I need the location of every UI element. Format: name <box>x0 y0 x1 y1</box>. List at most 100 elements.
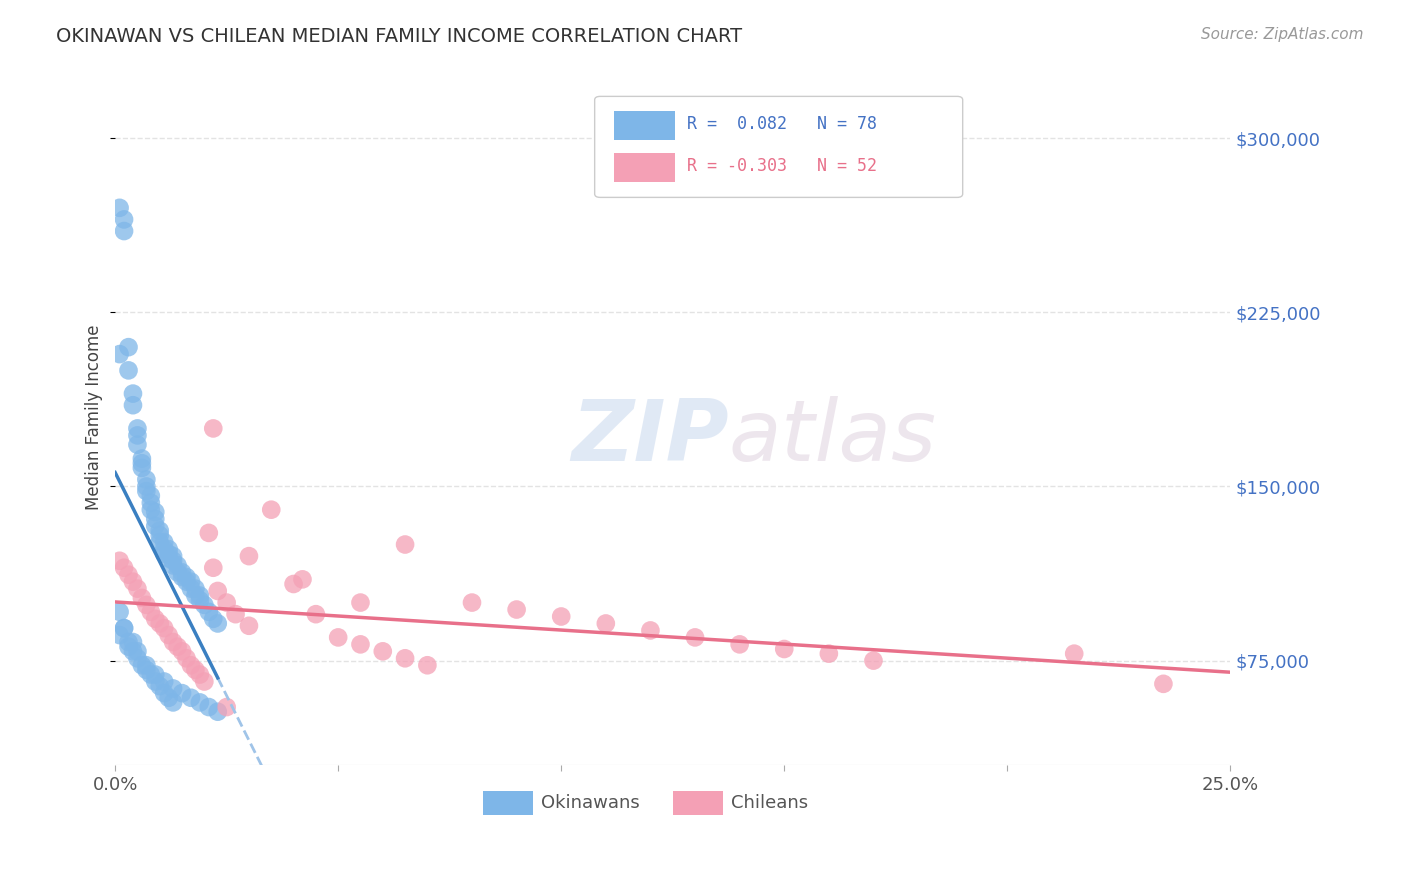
Point <box>595 616 617 631</box>
Point <box>180 574 202 589</box>
Point <box>207 584 229 599</box>
Point <box>162 554 184 568</box>
Point <box>157 547 180 561</box>
Text: R = -0.303   N = 52: R = -0.303 N = 52 <box>688 157 877 175</box>
Point <box>149 524 172 538</box>
Text: OKINAWAN VS CHILEAN MEDIAN FAMILY INCOME CORRELATION CHART: OKINAWAN VS CHILEAN MEDIAN FAMILY INCOME… <box>56 27 742 45</box>
Point <box>149 535 172 549</box>
Point <box>153 535 176 549</box>
Point <box>176 651 198 665</box>
Point <box>225 607 247 622</box>
Point <box>193 674 215 689</box>
Point <box>135 479 157 493</box>
Point <box>127 582 149 596</box>
Point <box>108 554 131 568</box>
FancyBboxPatch shape <box>595 96 963 197</box>
Point <box>862 654 884 668</box>
Point <box>143 512 166 526</box>
Point <box>166 566 188 580</box>
Point <box>180 658 202 673</box>
Point <box>773 642 796 657</box>
Point <box>198 525 221 540</box>
Point <box>198 700 221 714</box>
Point <box>131 451 153 466</box>
Point <box>108 201 131 215</box>
Point <box>127 644 149 658</box>
Point <box>349 637 371 651</box>
Point <box>127 438 149 452</box>
Point <box>207 616 229 631</box>
Point <box>112 212 135 227</box>
Point <box>117 635 139 649</box>
Point <box>640 624 662 638</box>
Point <box>728 637 751 651</box>
Point <box>139 502 162 516</box>
Point <box>153 547 176 561</box>
Point <box>291 572 314 586</box>
Point <box>127 421 149 435</box>
Point <box>122 386 145 401</box>
Point <box>184 663 207 677</box>
Point <box>135 598 157 612</box>
Point <box>166 558 188 573</box>
Point <box>394 537 416 551</box>
Point <box>683 631 706 645</box>
Point <box>371 644 394 658</box>
Point <box>818 647 841 661</box>
Point <box>162 635 184 649</box>
Point <box>127 428 149 442</box>
Point <box>162 695 184 709</box>
Text: Chileans: Chileans <box>731 795 808 813</box>
Point <box>135 484 157 499</box>
Y-axis label: Median Family Income: Median Family Income <box>86 324 103 509</box>
Point <box>131 456 153 470</box>
Point <box>143 667 166 681</box>
Point <box>505 602 527 616</box>
Point <box>139 667 162 681</box>
Point <box>122 635 145 649</box>
Point <box>149 679 172 693</box>
Point <box>162 558 184 573</box>
Point <box>117 363 139 377</box>
Point <box>193 598 215 612</box>
Point <box>112 224 135 238</box>
Point <box>112 621 135 635</box>
Point <box>202 560 225 574</box>
Point <box>207 705 229 719</box>
Point <box>461 596 484 610</box>
Point <box>349 596 371 610</box>
Point <box>202 612 225 626</box>
Point <box>149 528 172 542</box>
Point <box>143 519 166 533</box>
Point <box>170 644 193 658</box>
Point <box>108 347 131 361</box>
Point <box>117 640 139 654</box>
FancyBboxPatch shape <box>613 111 675 140</box>
Text: Okinawans: Okinawans <box>541 795 640 813</box>
Point <box>394 651 416 665</box>
Text: R =  0.082   N = 78: R = 0.082 N = 78 <box>688 115 877 133</box>
Point <box>131 591 153 605</box>
Point <box>170 686 193 700</box>
Point <box>139 496 162 510</box>
Point <box>153 686 176 700</box>
Point <box>117 567 139 582</box>
Point <box>135 473 157 487</box>
Point <box>162 549 184 563</box>
Point <box>108 605 131 619</box>
FancyBboxPatch shape <box>613 153 675 182</box>
Point <box>198 605 221 619</box>
Point <box>416 658 439 673</box>
Point <box>1152 677 1174 691</box>
Point <box>184 589 207 603</box>
Point <box>166 640 188 654</box>
Point <box>122 574 145 589</box>
Point <box>188 593 211 607</box>
Point <box>135 658 157 673</box>
Point <box>180 582 202 596</box>
Point <box>328 631 350 645</box>
Point <box>143 505 166 519</box>
Point <box>162 681 184 696</box>
Point <box>1063 647 1085 661</box>
Point <box>170 566 193 580</box>
